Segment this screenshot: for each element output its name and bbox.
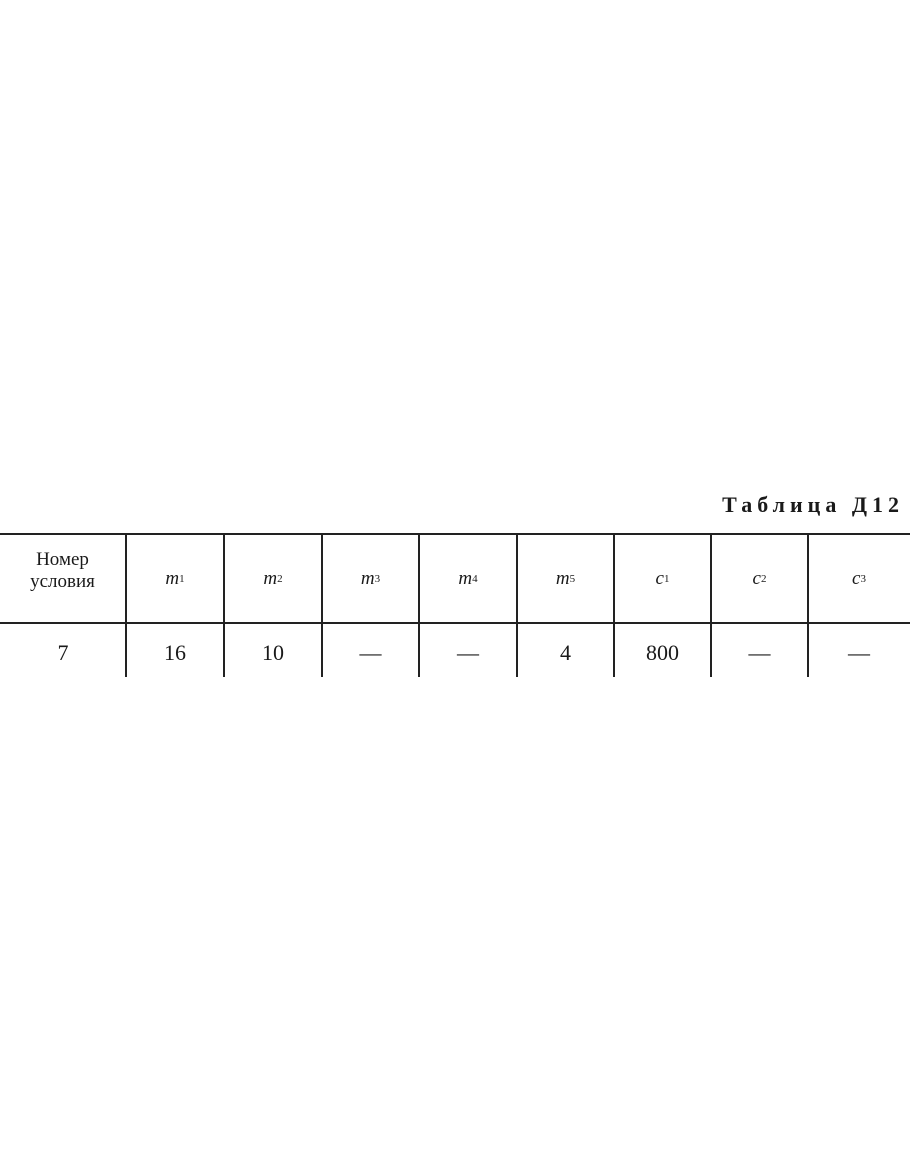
column-divider — [321, 534, 323, 677]
header-symbol: c — [752, 568, 761, 589]
header-subscript: 4 — [472, 573, 478, 585]
header-bottom-rule — [0, 622, 910, 624]
header-subscript: 1 — [663, 573, 670, 585]
column-divider — [223, 534, 225, 677]
header-condition-number: Номер условия — [0, 527, 125, 615]
column-divider — [613, 534, 615, 677]
header-symbol: c — [852, 568, 861, 589]
table-title: Таблица Д12 — [722, 492, 904, 517]
column-divider — [516, 534, 518, 677]
header-symbol: m — [165, 568, 180, 589]
table-cell: — — [457, 640, 479, 665]
table-cell: 7 — [57, 640, 69, 665]
column-divider — [807, 534, 809, 677]
column-divider — [418, 534, 420, 677]
header-line: условия — [30, 571, 95, 592]
column-divider — [710, 534, 712, 677]
header-symbol: c — [655, 568, 664, 589]
header-subscript: 3 — [860, 573, 866, 585]
header-subscript: 5 — [569, 573, 576, 585]
header-line: Номер — [36, 549, 89, 570]
table-cell: — — [848, 640, 870, 665]
header-subscript: 2 — [760, 573, 767, 585]
column-divider — [125, 534, 127, 677]
table-cell: — — [748, 640, 771, 665]
table-cell: — — [359, 640, 382, 665]
header-symbol: m — [263, 568, 278, 589]
header-symbol: m — [360, 568, 375, 589]
table-cell: 4 — [560, 640, 571, 665]
header-subscript: 1 — [179, 573, 185, 585]
header-symbol: m — [555, 568, 570, 589]
header-symbol: m — [458, 568, 473, 589]
header-subscript: 3 — [374, 573, 381, 585]
table-top-rule — [0, 533, 910, 535]
table-cell: 10 — [262, 640, 284, 665]
table-cell: 16 — [164, 640, 186, 665]
table-cell: 800 — [646, 640, 679, 665]
header-subscript: 2 — [277, 573, 283, 585]
